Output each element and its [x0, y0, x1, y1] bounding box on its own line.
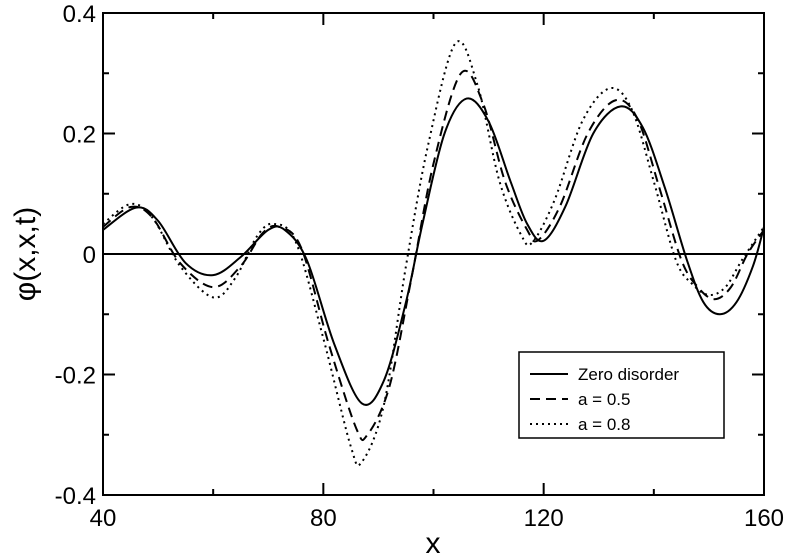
legend-label: a = 0.5 — [578, 390, 630, 409]
y-tick-label: 0.4 — [63, 1, 96, 28]
legend: Zero disorder a = 0.5 a = 0.8 — [518, 351, 725, 439]
y-tick-label: 0.2 — [63, 122, 96, 149]
y-tick-label: 0 — [83, 242, 96, 269]
x-tick-label: 40 — [90, 505, 117, 532]
x-tick-label: 80 — [310, 505, 337, 532]
y-tick-label: -0.4 — [55, 483, 96, 510]
legend-entries: Zero disorder a = 0.5 a = 0.8 — [530, 365, 679, 434]
series-line-zero-disorder — [103, 97, 764, 406]
plot-frame — [102, 12, 765, 496]
legend-box — [518, 351, 725, 439]
y-tick-label: -0.2 — [55, 363, 96, 390]
x-tick-label: 160 — [744, 505, 784, 532]
tick-labels-layer: 40 80 120 160 -0.4 -0.2 0 0.2 0.4 — [55, 1, 784, 532]
y-axis-label: φ(x,x,t) — [9, 207, 42, 301]
x-axis-label: x — [426, 527, 441, 555]
legend-label: Zero disorder — [578, 365, 679, 384]
series-layer — [103, 40, 764, 467]
x-tick-label: 120 — [524, 505, 564, 532]
legend-label: a = 0.8 — [578, 415, 630, 434]
